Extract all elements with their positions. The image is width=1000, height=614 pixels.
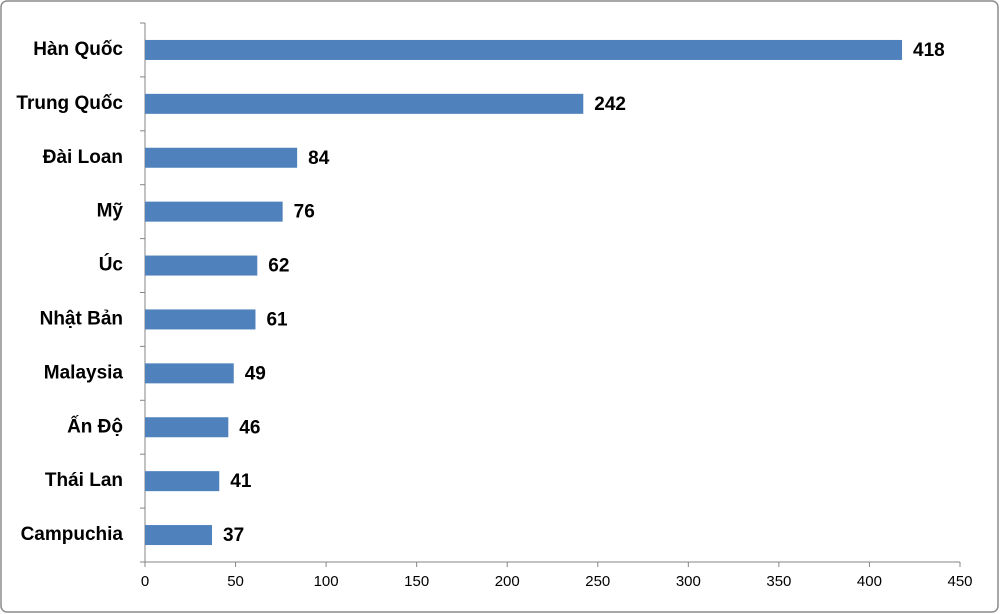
- bar: [145, 201, 283, 222]
- x-tick-label: 350: [766, 573, 791, 590]
- x-tick-label: 50: [227, 573, 244, 590]
- x-tick-label: 300: [676, 573, 701, 590]
- bar: [145, 309, 256, 330]
- x-tick-label: 400: [857, 573, 882, 590]
- bar: [145, 471, 220, 492]
- y-tick-label: Mỹ: [97, 201, 124, 222]
- y-tick-label: Nhật Bản: [40, 308, 123, 329]
- x-tick-label: 0: [141, 573, 149, 590]
- value-label: 242: [594, 94, 626, 115]
- x-tick-label: 250: [585, 573, 610, 590]
- x-tick-label: 450: [947, 573, 972, 590]
- y-tick-label: Đài Loan: [43, 147, 123, 168]
- y-tick-label: Trung Quốc: [16, 93, 123, 114]
- bar: [145, 93, 584, 114]
- value-label: 62: [268, 256, 289, 277]
- value-label: 76: [294, 202, 315, 223]
- value-label: 49: [245, 363, 266, 384]
- y-tick-label: Ấn Độ: [67, 415, 123, 437]
- bar: [145, 255, 258, 276]
- bar: [145, 147, 298, 168]
- value-label: 418: [913, 40, 945, 61]
- y-tick-label: Úc: [99, 254, 124, 276]
- y-tick-label: Campuchia: [21, 524, 124, 545]
- y-tick-label: Thái Lan: [45, 470, 123, 491]
- value-label: 37: [223, 525, 244, 546]
- x-tick-label: 150: [404, 573, 429, 590]
- value-label: 84: [308, 148, 330, 169]
- bar: [145, 363, 234, 384]
- bar: [145, 417, 229, 438]
- y-tick-label: Malaysia: [44, 362, 124, 383]
- bar: [145, 525, 213, 546]
- value-label: 46: [239, 417, 260, 438]
- y-tick-label: Hàn Quốc: [33, 39, 123, 60]
- value-label: 41: [230, 471, 252, 492]
- value-label: 61: [266, 309, 288, 330]
- x-tick-label: 200: [495, 573, 520, 590]
- x-tick-label: 100: [314, 573, 339, 590]
- bar: [145, 39, 903, 60]
